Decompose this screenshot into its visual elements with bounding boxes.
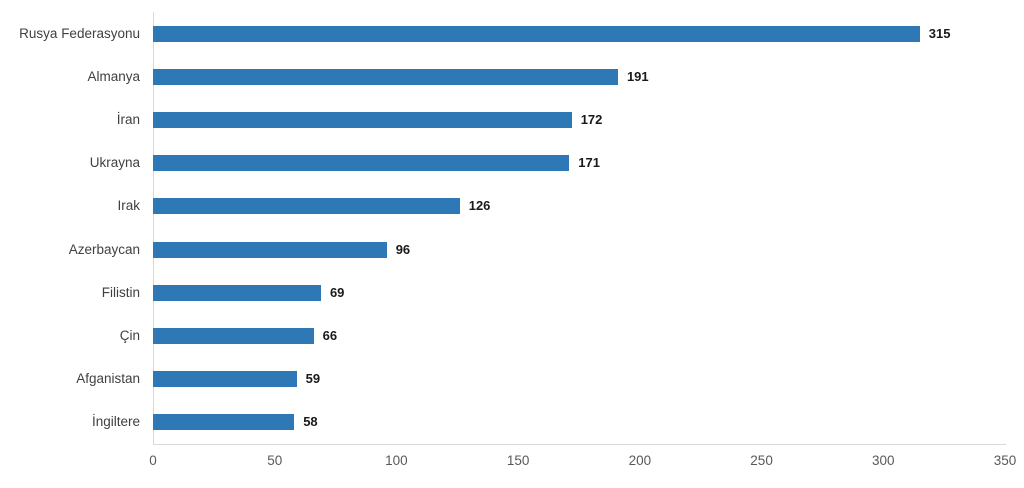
value-label: 96 <box>395 241 411 257</box>
y-axis-line <box>153 12 154 445</box>
bar <box>153 328 314 344</box>
x-axis-line <box>153 444 1006 445</box>
bar <box>153 112 572 128</box>
x-axis-tick-label: 200 <box>628 453 652 468</box>
category-label: İngiltere <box>91 414 140 430</box>
bar <box>153 68 618 85</box>
value-label: 315 <box>928 25 951 41</box>
bar <box>153 241 387 258</box>
bar <box>153 284 321 301</box>
bar <box>153 155 570 172</box>
category-label: Afganistan <box>76 371 140 387</box>
x-axis-tick-label: 300 <box>872 453 895 468</box>
value-label: 191 <box>626 68 649 84</box>
bar <box>153 414 295 431</box>
value-label: 66 <box>322 328 338 343</box>
category-label: Almanya <box>87 68 140 84</box>
bar <box>153 25 920 42</box>
value-label: 69 <box>329 284 345 300</box>
category-label: Çin <box>119 328 140 343</box>
x-axis-tick-label: 350 <box>993 453 1017 468</box>
category-label: Ukrayna <box>89 155 140 171</box>
category-label: Rusya Federasyonu <box>19 25 140 41</box>
value-label: 171 <box>578 155 600 171</box>
category-label: Filistin <box>101 284 140 300</box>
x-axis-tick-label: 0 <box>149 453 157 468</box>
x-axis-tick-label: 50 <box>267 453 283 468</box>
category-label: Azerbaycan <box>68 241 140 257</box>
x-axis-tick-label: 150 <box>506 453 530 468</box>
category-label: Irak <box>117 198 140 214</box>
category-label: İran <box>116 112 140 127</box>
value-label: 172 <box>580 112 603 127</box>
value-label: 126 <box>468 198 491 214</box>
value-label: 58 <box>303 414 318 430</box>
x-axis-tick-label: 100 <box>385 453 408 468</box>
value-label: 59 <box>305 371 321 387</box>
bar <box>153 371 297 388</box>
x-axis-tick-label: 250 <box>750 453 773 468</box>
bar <box>153 198 460 215</box>
